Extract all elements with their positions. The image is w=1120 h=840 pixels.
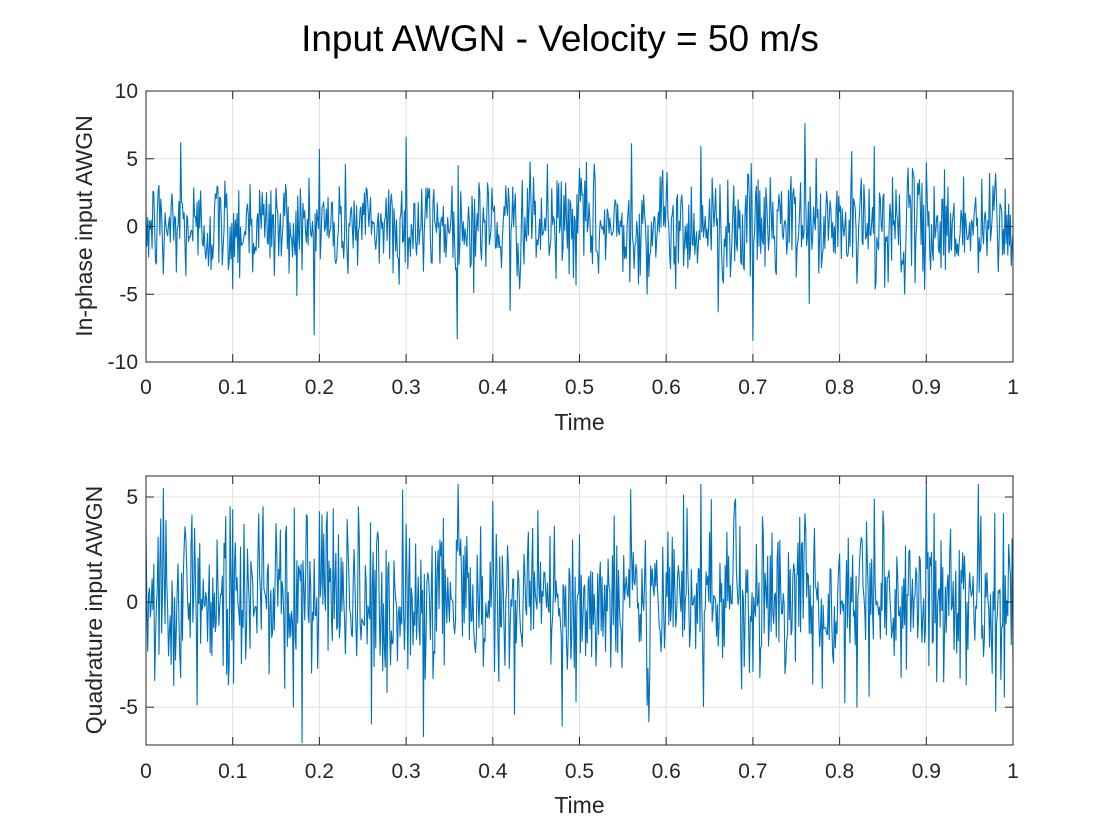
- y-tick-label: -5: [119, 696, 138, 719]
- y-tick-label: 5: [126, 148, 138, 171]
- y-tick-label: 0: [126, 216, 138, 239]
- x-tick-label: 0.7: [738, 760, 767, 783]
- subplot-2: 0 0.1 0.2 0.3 0.4 0.5 0.6 0.7 0.8 0.9 1 -5 0 5 Time Qua…: [81, 475, 1019, 818]
- x-tick-label: 0.3: [391, 760, 420, 783]
- x-tick-label: 0.2: [305, 760, 334, 783]
- x-tick-label: 0.1: [218, 376, 247, 399]
- x-tick-label: 0.4: [478, 760, 508, 783]
- y-tick-label: -10: [108, 351, 138, 374]
- y-tick-label: 5: [126, 486, 138, 509]
- series-line-noise: [146, 122, 1013, 341]
- x-tick-label: 0.1: [218, 760, 247, 783]
- y-tick-label: -5: [119, 283, 138, 306]
- y-axis-label: In-phase input AWGN: [71, 115, 97, 337]
- x-tick-label: 0.9: [912, 376, 941, 399]
- series-line-noise: [146, 481, 1013, 744]
- x-axis-label: Time: [554, 792, 604, 818]
- x-tick-label: 0.5: [565, 760, 594, 783]
- x-tick-label: 0.4: [478, 376, 508, 399]
- x-tick-label: 0.2: [305, 376, 334, 399]
- x-tick-label: 0.5: [565, 376, 594, 399]
- x-tick-label: 0.3: [391, 376, 420, 399]
- x-tick-label: 1: [1007, 376, 1019, 399]
- x-tick-label: 1: [1007, 760, 1019, 783]
- x-tick-label: 0.8: [825, 760, 854, 783]
- figure-title: Input AWGN - Velocity = 50 m/s: [301, 18, 819, 59]
- subplot-1: 0 0.1 0.2 0.3 0.4 0.5 0.6 0.7 0.8 0.9 1 -10 -5 0 5 10 Ti…: [71, 80, 1019, 435]
- y-axis-label: Quadrature input AWGN: [81, 486, 107, 734]
- y-tick-label: 10: [115, 80, 138, 103]
- x-tick-label: 0.7: [738, 376, 767, 399]
- x-tick-label: 0.6: [652, 376, 681, 399]
- x-axis-label: Time: [554, 409, 604, 435]
- x-tick-label: 0.8: [825, 376, 854, 399]
- x-tick-label: 0: [140, 376, 152, 399]
- x-tick-label: 0: [140, 760, 152, 783]
- y-tick-label: 0: [126, 591, 138, 614]
- x-tick-label: 0.9: [912, 760, 941, 783]
- x-tick-label: 0.6: [652, 760, 681, 783]
